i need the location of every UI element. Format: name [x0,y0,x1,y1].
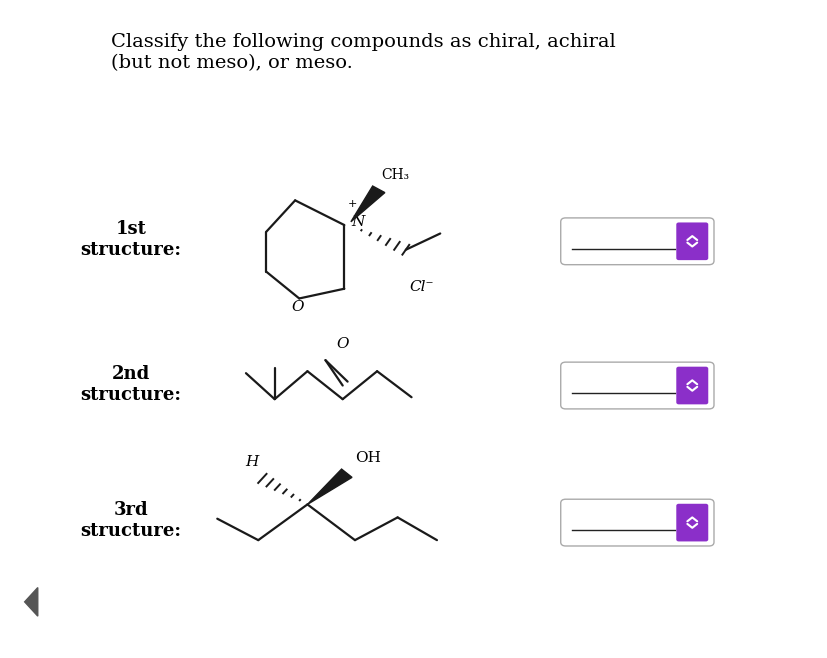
Text: 3rd
structure:: 3rd structure: [80,501,181,540]
FancyBboxPatch shape [676,222,707,260]
Text: 2nd
structure:: 2nd structure: [80,365,181,403]
Text: N: N [351,215,364,229]
Text: 1st
structure:: 1st structure: [80,220,181,259]
Text: Classify the following compounds as chiral, achiral
(but not meso), or meso.: Classify the following compounds as chir… [111,34,614,72]
Text: OH: OH [355,451,380,465]
Text: H: H [245,455,258,468]
FancyBboxPatch shape [676,504,707,542]
Polygon shape [307,469,351,505]
Text: O: O [291,300,304,314]
Text: +: + [347,199,356,209]
Text: Cl⁻: Cl⁻ [409,280,434,293]
Polygon shape [25,588,38,616]
FancyBboxPatch shape [676,367,707,405]
FancyBboxPatch shape [560,362,713,409]
Text: O: O [336,337,348,351]
FancyBboxPatch shape [560,499,713,546]
FancyBboxPatch shape [560,218,713,265]
Text: CH₃: CH₃ [380,168,409,182]
Polygon shape [351,186,385,222]
